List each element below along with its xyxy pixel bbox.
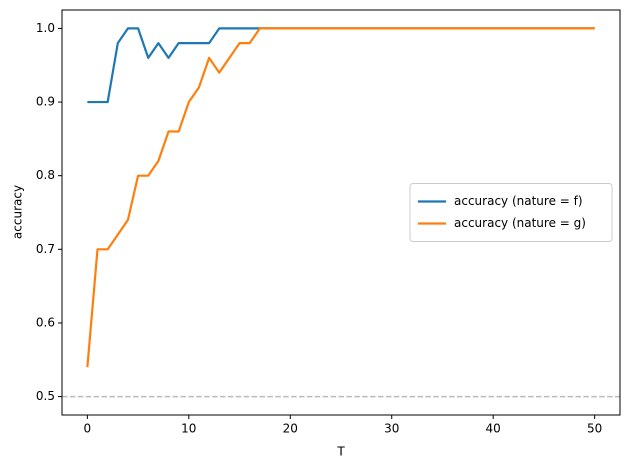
x-tick-label: 10 — [181, 422, 196, 436]
legend: accuracy (nature = f) accuracy (nature = … — [409, 183, 613, 242]
y-tick-label: 0.8 — [36, 168, 55, 182]
y-tick-label: 0.6 — [36, 315, 55, 329]
line-series — [86, 27, 595, 368]
legend-label: accuracy (nature = g) — [454, 216, 586, 230]
x-tick-label: 50 — [587, 422, 602, 436]
y-axis-label: accuracy — [11, 185, 25, 239]
line-series — [87, 27, 595, 104]
y-tick-label: 0.9 — [36, 95, 55, 109]
y-tick-label: 0.5 — [36, 389, 55, 403]
x-axis-label: T — [336, 445, 345, 459]
legend-box — [409, 183, 613, 242]
x-tick-label: 20 — [283, 422, 298, 436]
x-tick-label: 30 — [384, 422, 399, 436]
y-tick-label: 0.7 — [36, 242, 55, 256]
legend-label: accuracy (nature = f) — [454, 194, 583, 208]
x-tick-label: 0 — [84, 422, 92, 436]
x-tick-label: 40 — [486, 422, 501, 436]
y-tick-label: 1.0 — [36, 21, 55, 35]
plot-frame — [61, 9, 621, 416]
